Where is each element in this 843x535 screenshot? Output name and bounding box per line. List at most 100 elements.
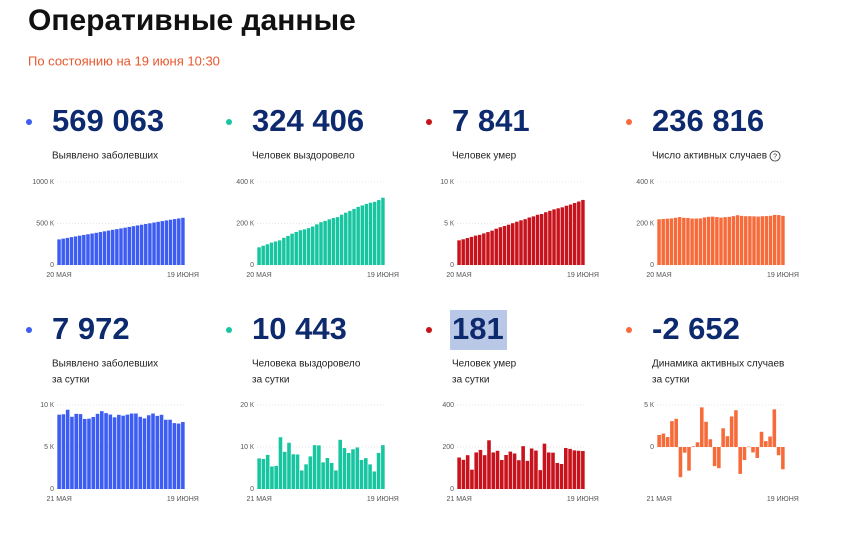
bar [665,437,670,447]
bar [731,216,736,265]
bar [525,460,530,489]
bar [78,414,83,489]
bar [719,217,723,265]
bar [111,229,115,265]
y-tick-label: 5 К [644,402,655,409]
bar [115,229,119,265]
y-tick-label: 0 [650,444,654,451]
bar [478,449,483,489]
bar [715,217,719,265]
bar [334,470,338,489]
bar [781,215,785,265]
bar [176,423,181,489]
bar [360,205,365,265]
bar [760,216,765,265]
bar [355,447,360,489]
bar [457,240,461,265]
bar [269,242,274,265]
bar [311,226,315,265]
bar [768,215,773,265]
bar [552,209,556,265]
bar [498,227,503,265]
bar [490,230,494,265]
metric-label: Человек умер [452,359,517,370]
bar [698,218,703,265]
headline-number: -2 652 [652,311,740,346]
x-tick-label: 20 МАЯ [246,272,271,279]
bar [86,234,90,265]
bar [564,448,568,489]
bar [119,228,123,265]
bar [172,219,177,265]
bar [576,450,581,489]
bar [555,462,560,489]
bar [678,447,683,478]
bar [725,436,730,447]
bar [265,454,270,489]
bar [764,216,769,265]
x-tick-label: 19 ИЮНЯ [567,496,599,503]
y-tick-label: 0 [250,486,254,493]
bar [534,450,538,489]
y-tick-label: 0 [250,262,254,269]
bar [338,439,342,489]
bar [82,418,87,489]
bar [319,222,323,265]
bar [335,217,340,265]
bar [738,447,742,474]
bar [359,459,364,489]
bar [121,415,125,489]
bullet [626,119,632,125]
metric-label: за сутки [52,375,89,386]
bar [57,414,61,489]
x-tick-label: 19 ИЮНЯ [767,272,799,279]
bar [752,216,756,265]
bar [102,231,107,265]
bar [519,220,523,265]
bar [257,458,261,489]
bar [686,217,690,265]
bar [521,446,525,489]
bar [277,240,282,265]
bar [457,457,461,489]
bar [542,443,547,489]
bar [657,219,661,265]
x-tick-label: 21 МАЯ [646,496,671,503]
bar [723,217,727,265]
bullet [26,119,32,125]
bar [511,223,515,265]
bar [470,469,474,489]
bar [302,229,307,265]
bar [708,439,713,447]
bar [321,462,325,489]
bar [290,233,294,265]
bar [482,233,486,265]
bar [356,206,360,265]
bar [702,217,707,265]
bar [577,201,581,265]
bar [527,217,531,265]
bar [727,216,731,265]
metric-label: за сутки [252,375,289,386]
y-tick-label: 0 [50,262,54,269]
bar [665,218,670,265]
headline-number: 569 063 [52,103,164,138]
bar [377,200,381,265]
bar [695,442,700,447]
y-tick-label: 0 [650,262,654,269]
bar [473,235,478,265]
bar [90,233,94,265]
bar [323,220,327,265]
bar [346,453,351,489]
bar [469,236,474,265]
bullet [226,119,232,125]
bar [691,446,696,447]
bar [300,470,304,489]
y-tick-label: 0 [50,486,54,493]
bar [706,216,711,265]
bar [282,237,286,265]
bar [739,215,744,265]
bar [368,202,373,265]
bar [342,448,347,489]
bullet [426,327,432,333]
